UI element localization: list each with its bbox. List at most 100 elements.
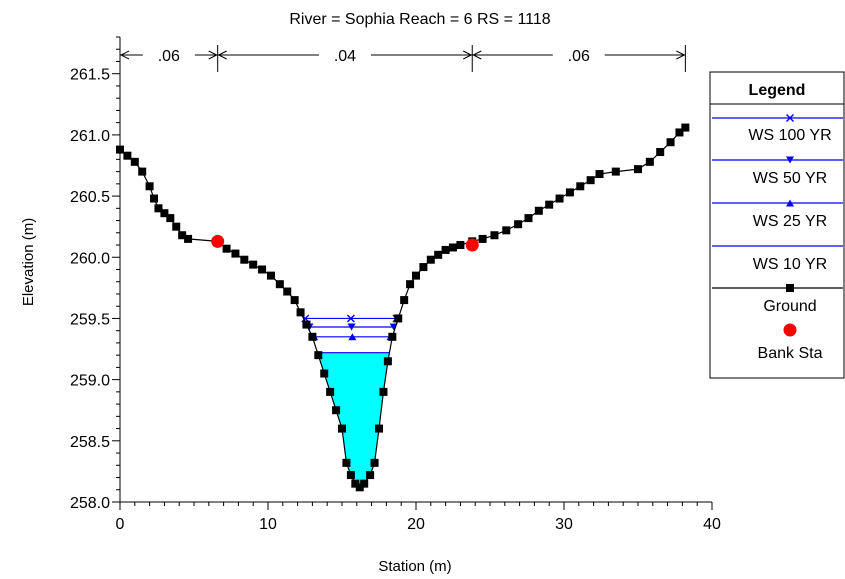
ground-point-shape [666, 138, 675, 147]
ground-point [308, 332, 317, 341]
y-tick-label: 261.5 [70, 67, 110, 84]
ground-point-shape [240, 255, 249, 264]
ground-point-shape [172, 222, 181, 231]
ground-point [166, 214, 175, 223]
ground-point-shape [524, 214, 533, 223]
ground-point-shape [514, 220, 523, 229]
legend: Legend WS 100 YR WS 50 YR WS 25 YR WS 10 YR… [709, 71, 845, 379]
water-surface-ws-100-yr-marker-1 [346, 314, 355, 323]
y-tick-label: 261.0 [70, 128, 110, 145]
ground-point [130, 157, 139, 166]
ground-point [565, 188, 574, 197]
ground-point [645, 157, 654, 166]
ground-point-shape [360, 479, 369, 488]
ground-point [514, 220, 523, 229]
bank-station-point-shape [465, 238, 479, 252]
ground-point [360, 479, 369, 488]
ground-point-shape [166, 214, 175, 223]
ground-point [681, 123, 690, 132]
ground-point [283, 287, 292, 296]
chart-title: River = Sophia Reach = 6 RS = 1118 [289, 11, 550, 28]
ground-point [366, 471, 375, 480]
legend-marker-ws-25-yr [786, 199, 794, 207]
ground-point [379, 387, 388, 396]
manning-arrow-right [463, 50, 473, 60]
ground-point-shape [675, 128, 684, 137]
ground-point-shape [351, 479, 360, 488]
ground-point [178, 231, 187, 240]
plot-area [116, 123, 690, 492]
ground-point-shape [478, 234, 487, 243]
ground-point-shape [123, 151, 132, 160]
ground-point [456, 241, 465, 250]
ground-point-shape [490, 231, 499, 240]
legend-marker-ws-50-yr [786, 156, 794, 164]
manning-n-values: .06 .04 .06 [119, 45, 686, 72]
ground-point [240, 255, 249, 264]
ground-point-shape [138, 167, 147, 176]
ground-point [412, 271, 420, 280]
ground-point [231, 249, 240, 258]
ground-point-shape [426, 255, 435, 264]
y-tick-label: 260.0 [70, 250, 110, 267]
ground-point-shape [222, 244, 231, 253]
ground-point [502, 226, 511, 235]
ground-point [145, 182, 154, 191]
legend-entries: WS 100 YR WS 50 YR WS 25 YR WS 10 YR Ground B… [712, 114, 843, 362]
ground-point-shape [308, 332, 317, 341]
ground-point-shape [434, 250, 443, 259]
water-surface-ws-50-yr-marker-1 [347, 323, 356, 331]
ground-point [326, 387, 335, 396]
ground-point-shape [145, 182, 154, 191]
x-tick-label: 0 [116, 516, 125, 533]
ground-point-shape [379, 387, 388, 396]
ground-point [490, 231, 499, 240]
water-surface-ws-25-yr-marker-1-shape [348, 333, 357, 341]
ground-point [576, 182, 585, 191]
ground-point [394, 314, 403, 323]
ground-point [370, 458, 379, 467]
ground-point-shape [332, 406, 341, 415]
ground-point [351, 479, 360, 488]
ground-point [123, 151, 132, 160]
ground-point-shape [441, 245, 450, 254]
manning-arrow-left [472, 50, 482, 60]
ground-point [172, 222, 181, 231]
ground-point-shape [355, 483, 364, 492]
ground-point-shape [681, 123, 690, 132]
ground-line [119, 127, 686, 489]
ground-point-shape [634, 165, 642, 174]
ground-point [656, 148, 665, 157]
legend-label-bank-sta: Bank Sta [758, 345, 823, 362]
ground-point-shape [338, 424, 346, 433]
ground-point [290, 296, 299, 305]
ground-point-shape [545, 200, 554, 209]
legend-frame [709, 71, 845, 379]
legend-label-ws-10-yr: WS 10 YR [753, 256, 827, 273]
ground-point-shape [419, 263, 428, 272]
ground-point-shape [249, 260, 258, 269]
ground-point [555, 194, 564, 203]
bank-station-point [211, 234, 225, 248]
water-surface-ws-100-yr-marker-1-stroke-b [346, 314, 355, 323]
manning-arrow-right [676, 50, 686, 60]
ground-point-shape [449, 243, 457, 252]
ground-point-shape [314, 351, 323, 360]
legend-title: Legend [749, 82, 806, 99]
ground-point-shape [150, 194, 159, 203]
ground-point [545, 200, 554, 209]
ground-point-shape [258, 265, 267, 274]
ground-point-shape [388, 332, 397, 341]
ground-point [419, 263, 428, 272]
ground-point [406, 280, 415, 289]
x-axis-label: Station (m) [378, 558, 451, 575]
ground-point-shape [645, 157, 654, 166]
legend-marker-bank-sta-shape [783, 323, 797, 337]
ground-point-shape [565, 188, 574, 197]
ground-point-shape [296, 308, 305, 317]
legend-marker-ws-25-yr-shape [786, 199, 794, 207]
ground-point-shape [326, 387, 335, 396]
ground-point-shape [320, 369, 329, 378]
axes: 0 10 20 30 40 258.0 258.5 259.0 259.5 260.0 260.5 2… [70, 36, 721, 533]
ground-point [296, 308, 305, 317]
